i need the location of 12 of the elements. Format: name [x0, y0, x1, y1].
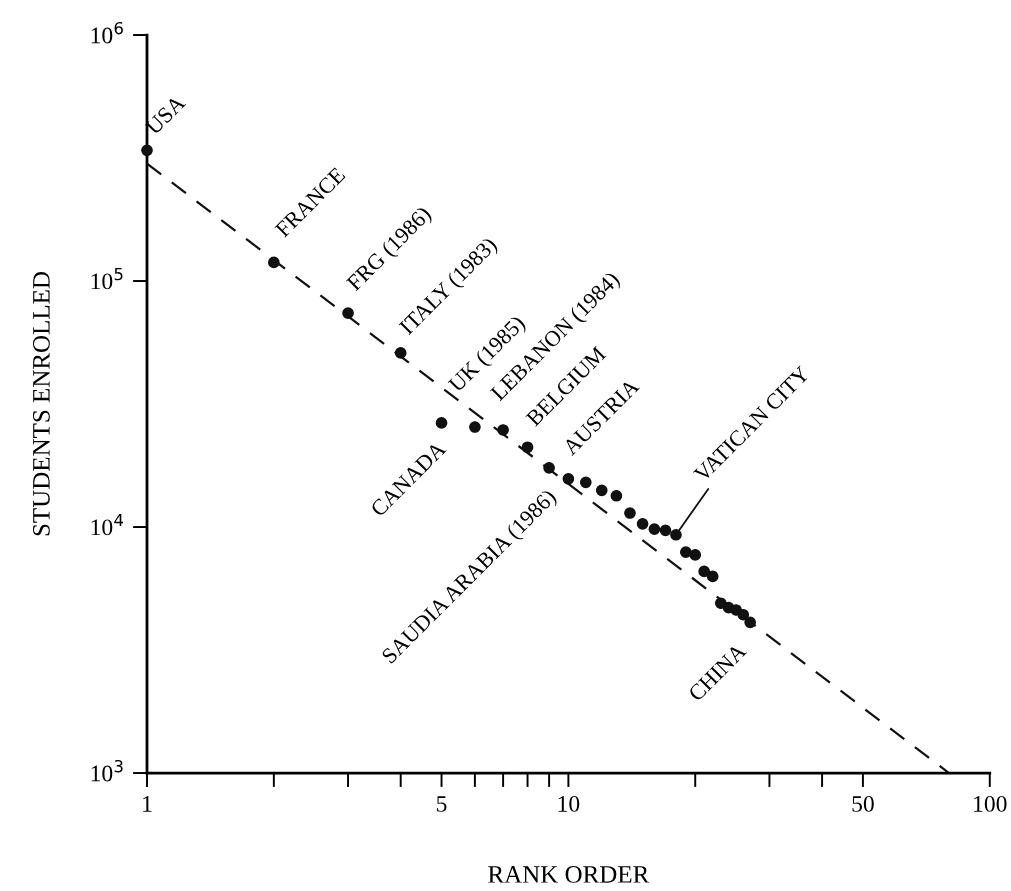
y-tick-label: 10$^{4}$	[91, 514, 124, 536]
annotation: USA	[144, 94, 187, 136]
y-tick-label: 10$^{3}$	[91, 759, 123, 782]
y-axis-title: STUDENTS ENROLLED	[33, 272, 50, 536]
x-tick-label: 100	[974, 795, 1007, 812]
x-tick-label: 5	[437, 796, 447, 812]
x-tick-label: 1	[143, 796, 152, 812]
y-tick-label: 10$^{5}$	[91, 268, 123, 290]
y-tick-label: 10$^{6}$	[91, 21, 123, 44]
x-axis-title: RANK ORDER	[488, 866, 650, 883]
x-tick-label: 50	[852, 795, 874, 812]
x-tick-label: 10	[558, 795, 580, 812]
